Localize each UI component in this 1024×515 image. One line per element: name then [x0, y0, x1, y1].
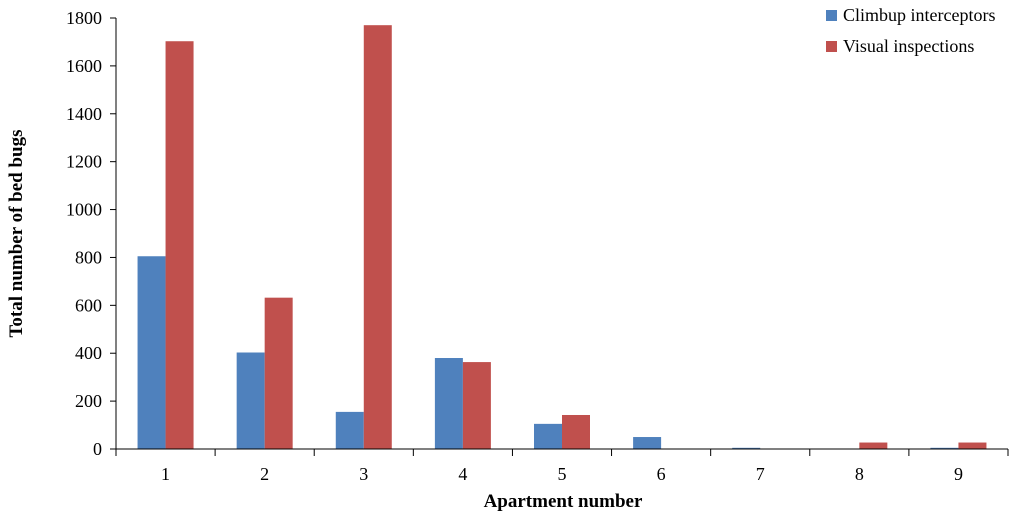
- x-axis-title: Apartment number: [484, 491, 643, 512]
- bar-climbup-5: [534, 423, 562, 449]
- bar-climbup-7: [732, 447, 761, 449]
- y-tick-label: 1000: [66, 200, 102, 220]
- x-tick-label: 2: [260, 464, 269, 484]
- x-tick-label: 6: [657, 464, 666, 484]
- y-tick-label: 600: [75, 295, 102, 315]
- bar-visual-2: [264, 297, 293, 449]
- y-tick-label: 800: [75, 247, 102, 267]
- x-tick-label: 7: [756, 464, 765, 484]
- bar-climbup-6: [633, 437, 662, 449]
- y-tick-label: 1800: [66, 8, 102, 28]
- y-tick-label: 1400: [66, 104, 102, 124]
- bar-visual-5: [562, 414, 590, 449]
- x-tick-label: 4: [458, 464, 467, 484]
- x-tick-label: 1: [161, 464, 170, 484]
- y-tick-label: 200: [75, 391, 102, 411]
- x-tick-label: 9: [954, 464, 963, 484]
- x-tick-label: 5: [558, 464, 567, 484]
- bar-climbup-9: [930, 447, 959, 449]
- bar-climbup-2: [236, 352, 265, 449]
- bar-visual-4: [462, 362, 491, 449]
- y-tick-label: 1600: [66, 56, 102, 76]
- y-tick-label: 1200: [66, 152, 102, 172]
- plot-area: [137, 25, 987, 450]
- bar-visual-1: [165, 41, 194, 450]
- legend-swatch-visual: [826, 41, 837, 52]
- y-tick-label: 400: [75, 343, 102, 363]
- legend-label-visual: Visual inspections: [843, 36, 974, 56]
- bar-visual-8: [859, 442, 888, 449]
- bar-visual-3: [363, 25, 392, 450]
- legend-swatch-climbup: [826, 10, 837, 21]
- bar-visual-9: [958, 442, 987, 449]
- y-tick-label: 0: [93, 439, 102, 459]
- axes: 0 200 400 600 800 1000 1200 1400 1600 1800 1 2 3 4 5 6 7…: [66, 8, 1009, 484]
- bar-climbup-4: [434, 358, 463, 449]
- bar-climbup-3: [335, 411, 364, 449]
- x-tick-label: 8: [855, 464, 864, 484]
- legend-label-climbup: Climbup interceptors: [843, 5, 995, 25]
- x-tick-label: 3: [359, 464, 368, 484]
- bar-climbup-1: [137, 256, 166, 449]
- legend: Climbup interceptors Visual inspections: [826, 5, 995, 56]
- y-axis-title: Total number of bed bugs: [6, 129, 27, 337]
